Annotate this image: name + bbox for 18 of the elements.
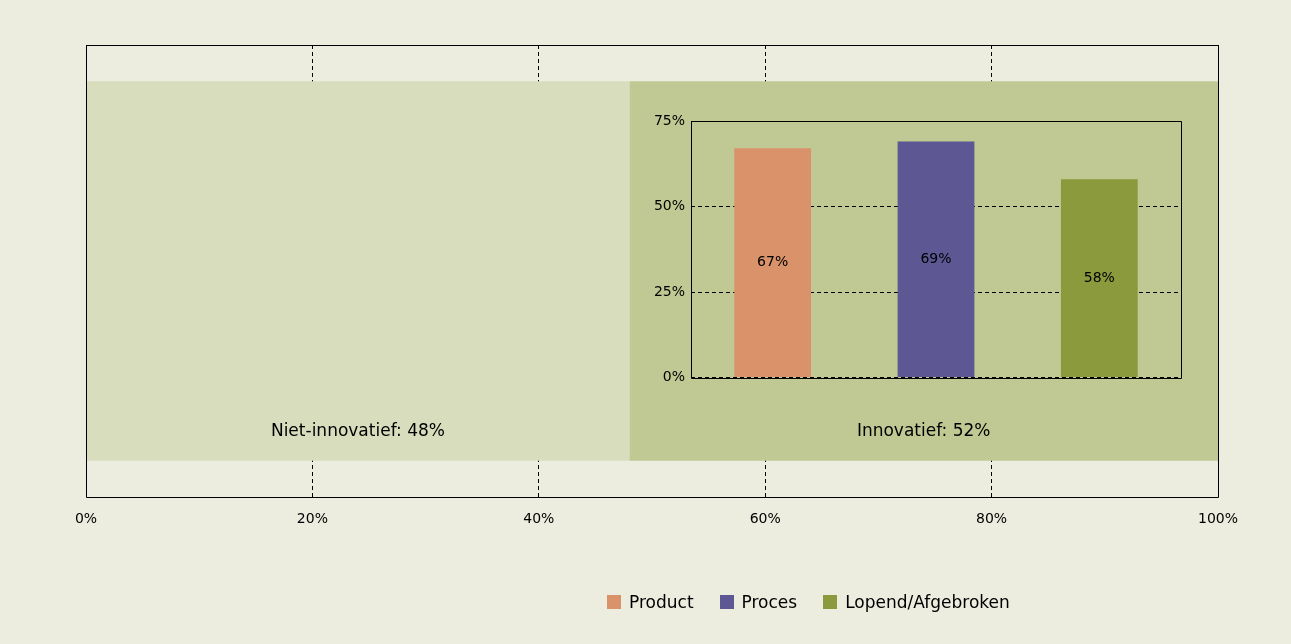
x-tick-label: 20% [296,510,328,527]
x-tick-label: 100% [1197,510,1239,527]
data-label: Niet-innovatief: 48% [270,420,445,441]
data-label: 69% [920,249,952,266]
x-tick-label: 80% [976,510,1008,527]
x-tick-label: 0% [74,510,98,527]
legend-label: Product [629,592,694,612]
x-tick-label: 40% [523,510,555,527]
y-tick-label: 0% [662,368,685,385]
y-tick-label: 25% [653,282,685,299]
data-label: 67% [757,253,789,270]
data-label: 58% [1083,268,1115,285]
data-label: Innovatief: 52% [856,420,991,441]
legend-label: Proces [741,592,798,612]
y-tick-label: 75% [653,111,685,128]
y-tick-label: 50% [653,197,685,214]
x-tick-label: 60% [749,510,781,527]
legend-label: Lopend/Afgebroken [845,592,1010,612]
